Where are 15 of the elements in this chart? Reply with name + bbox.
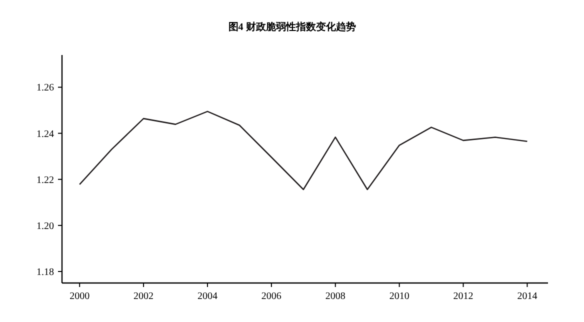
y-tick-label: 1.18: [36, 266, 54, 278]
x-tick-label: 2000: [70, 291, 90, 302]
y-tick-label: 1.26: [36, 82, 54, 94]
x-tick-label: 2002: [134, 291, 154, 302]
x-tick-label: 2006: [261, 291, 282, 302]
x-tick-label: 2008: [325, 291, 346, 302]
y-tick-label: 1.20: [36, 220, 54, 232]
x-tick-label: 2010: [389, 291, 410, 302]
chart-title: 图4 财政脆弱性指数变化趋势: [228, 21, 356, 33]
y-tick-label: 1.24: [36, 128, 54, 140]
y-tick-label: 1.22: [36, 174, 54, 186]
x-tick-label: 2014: [517, 291, 538, 302]
x-tick-label: 2012: [453, 291, 474, 302]
x-tick-label: 2004: [197, 291, 218, 302]
line-series: [78, 110, 528, 190]
